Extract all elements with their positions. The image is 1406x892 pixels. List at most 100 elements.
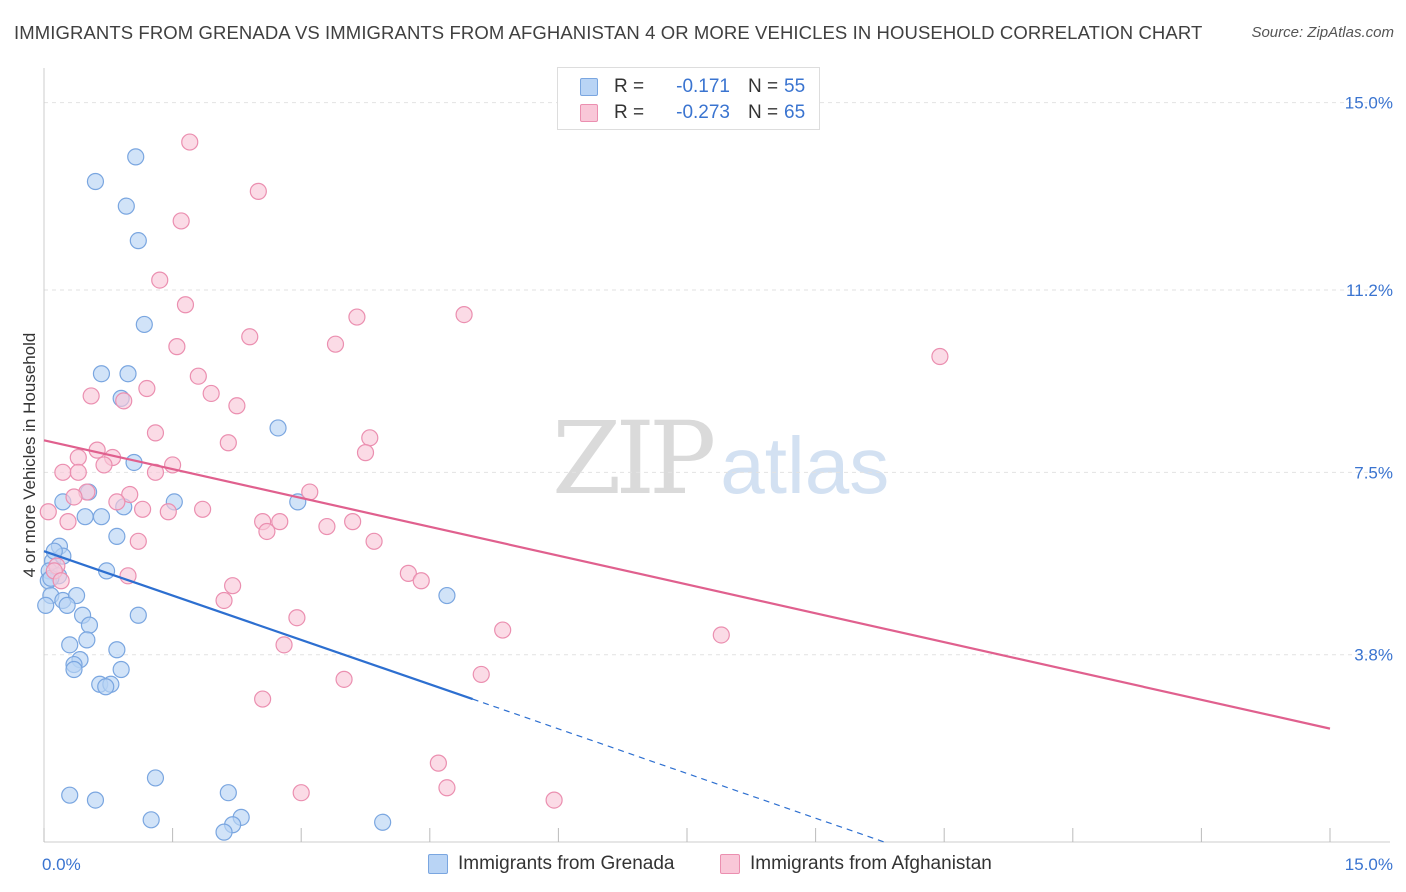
grenada-point: [269, 419, 287, 437]
grenada-point: [142, 811, 160, 829]
grenada-trend-line-extension: [472, 698, 885, 843]
afghanistan-point: [365, 532, 383, 550]
y-tick-label: 7.5%: [1354, 463, 1393, 482]
afghanistan-point: [275, 636, 293, 654]
afghanistan-point: [146, 424, 165, 442]
watermark-zip: ZIP: [552, 400, 716, 517]
afghanistan-point: [438, 779, 456, 797]
grenada-point: [108, 641, 126, 659]
grenada-point: [76, 508, 94, 526]
chart-title: IMMIGRANTS FROM GRENADA VS IMMIGRANTS FR…: [14, 22, 1203, 43]
grenada-point: [127, 148, 145, 166]
x-tick-label: 0.0%: [42, 855, 81, 874]
afghanistan-point: [69, 448, 87, 467]
grenada-point: [135, 315, 153, 334]
grenada-trend-line: [43, 550, 474, 701]
afghanistan-point: [65, 488, 83, 506]
afghanistan-point: [215, 591, 233, 610]
afghanistan-point: [412, 572, 430, 590]
n-value: 55: [784, 76, 806, 97]
n-label: N =: [748, 102, 779, 123]
grenada-point: [146, 769, 165, 787]
afghanistan-point: [931, 347, 949, 366]
grenada-point: [129, 606, 147, 624]
afghanistan-point: [52, 572, 70, 590]
n-label: N =: [748, 76, 779, 97]
afghanistan-point: [39, 503, 57, 521]
grenada-swatch: [580, 78, 598, 96]
afghanistan-point: [472, 665, 490, 684]
afghanistan-point: [168, 338, 186, 356]
afghanistan-point: [356, 444, 375, 462]
afghanistan-point: [712, 626, 730, 644]
afghanistan-trend-line: [43, 439, 1331, 730]
grenada-point: [438, 586, 456, 605]
grenada-point: [119, 365, 137, 383]
afghanistan-point: [159, 503, 177, 521]
afghanistan-point: [545, 791, 563, 809]
grenada-point: [112, 660, 130, 679]
source-note: Source: ZipAtlas.com: [1251, 24, 1394, 41]
grenada-legend-label: Immigrants from Grenada: [458, 853, 675, 874]
afghanistan-point: [399, 564, 417, 582]
grenada-legend-swatch: [428, 854, 448, 874]
watermark: ZIP atlas: [552, 400, 889, 517]
afghanistan-point: [115, 392, 133, 410]
afghanistan-point: [202, 384, 220, 403]
legend-row-afghanistan: R = -0.273 N = 65: [580, 101, 824, 125]
afghanistan-legend-swatch: [720, 854, 740, 874]
grenada-point: [108, 527, 126, 546]
series-legend-afghanistan: Immigrants from Afghanistan: [720, 852, 992, 876]
grenada-point: [97, 678, 115, 696]
afghanistan-point: [108, 493, 126, 511]
y-tick-label: 3.8%: [1354, 646, 1393, 665]
afghanistan-point: [176, 296, 195, 314]
afghanistan-point: [172, 212, 190, 230]
afghanistan-point: [54, 463, 72, 481]
afghanistan-point: [361, 429, 379, 447]
grenada-point: [58, 596, 76, 615]
y-tick-label: 15.0%: [1345, 94, 1393, 113]
watermark-atlas: atlas: [720, 421, 890, 510]
grenada-point: [80, 616, 99, 634]
afghanistan-point: [151, 271, 169, 289]
afghanistan-point: [95, 456, 113, 474]
afghanistan-point: [254, 690, 272, 708]
afghanistan-point: [249, 182, 267, 200]
r-label: R =: [614, 102, 645, 123]
grenada-point: [219, 784, 237, 802]
afghanistan-point: [348, 308, 366, 326]
x-tick-label: 15.0%: [1345, 855, 1393, 874]
afghanistan-point: [69, 463, 87, 481]
grenada-point: [374, 813, 392, 831]
afghanistan-point: [121, 485, 139, 504]
afghanistan-point: [335, 670, 353, 688]
afghanistan-point: [228, 397, 246, 415]
afghanistan-point: [292, 784, 310, 802]
grenada-point: [78, 631, 96, 649]
y-tick-label: 11.2%: [1346, 281, 1393, 300]
afghanistan-point: [326, 335, 345, 353]
afghanistan-point: [224, 577, 242, 595]
y-axis-label: 4 or more Vehicles in Household: [20, 333, 39, 578]
legend-row-grenada: R = -0.171 N = 55: [580, 75, 824, 99]
afghanistan-legend-label: Immigrants from Afghanistan: [750, 853, 992, 874]
afghanistan-point: [494, 621, 512, 639]
afghanistan-point: [241, 328, 259, 346]
afghanistan-point: [429, 754, 447, 772]
afghanistan-point: [344, 513, 362, 531]
afghanistan-point: [318, 517, 336, 536]
grenada-point: [92, 508, 111, 526]
grenada-point: [129, 232, 147, 250]
grenada-point: [92, 365, 111, 383]
afghanistan-point: [82, 387, 100, 405]
afghanistan-point: [194, 500, 212, 518]
afghanistan-point: [189, 367, 207, 385]
afghanistan-point: [271, 513, 289, 531]
grenada-point: [86, 172, 105, 191]
afghanistan-point: [258, 522, 276, 541]
r-value: -0.171: [676, 76, 730, 97]
afghanistan-point: [455, 305, 473, 324]
n-value: 65: [784, 102, 806, 123]
